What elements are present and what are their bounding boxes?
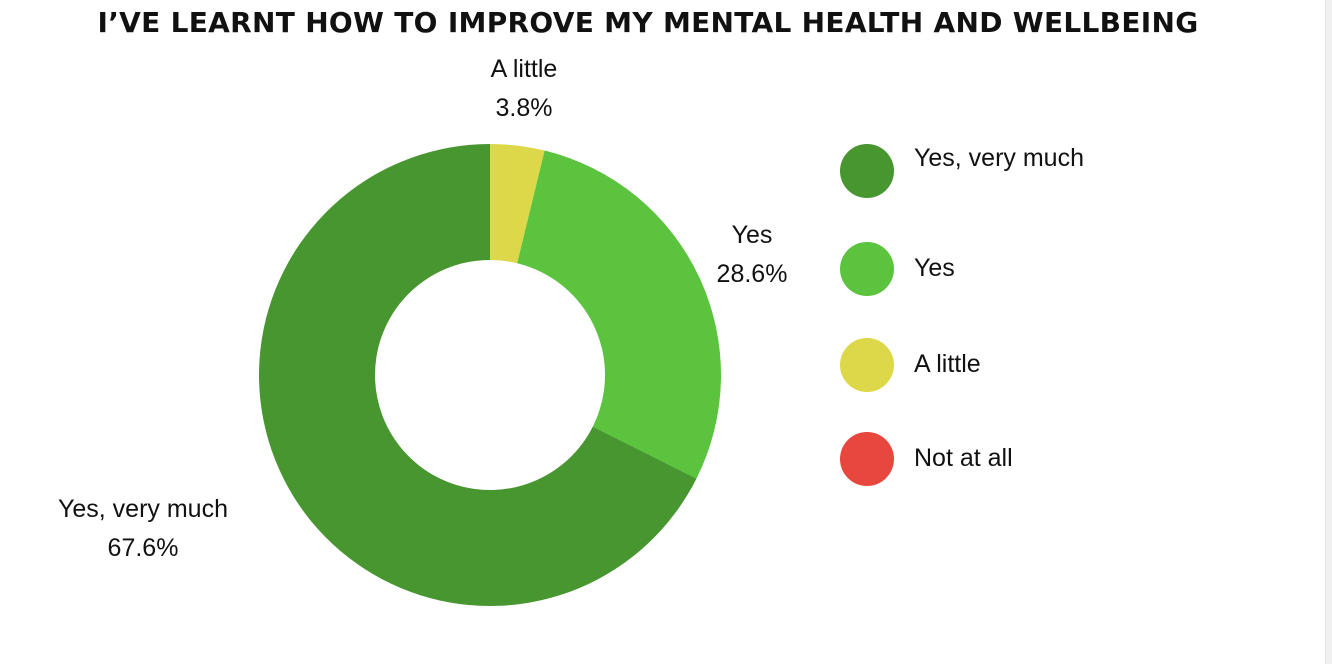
slice-labels: Yes, very much 67.6% Yes 28.6% A little 3.8%: [58, 55, 787, 562]
data-label-value-a-little: 3.8%: [496, 94, 553, 122]
legend-label-a-little: A little: [914, 350, 981, 378]
legend-label-yes: Yes: [914, 254, 955, 282]
data-label-name-yes: Yes: [732, 221, 773, 249]
legend-swatch-yes: [840, 242, 894, 296]
legend-swatch-not-at-all: [840, 432, 894, 486]
slice-yes: [517, 150, 721, 479]
legend-label-yes-very-much: Yes, very much: [914, 144, 1084, 172]
legend-swatch-yes-very-much: [840, 144, 894, 198]
slice-yes-very-much: [259, 144, 697, 607]
data-label-value-yes-very-much: 67.6%: [108, 534, 179, 562]
legend-label-not-at-all: Not at all: [914, 444, 1013, 472]
window-edge: [1325, 0, 1332, 664]
slice-a-little: [490, 144, 545, 264]
legend-swatch-a-little: [840, 338, 894, 392]
data-label-name-yes-very-much: Yes, very much: [58, 495, 228, 523]
data-label-value-yes: 28.6%: [717, 260, 788, 288]
donut-slices: [259, 144, 721, 607]
data-label-name-a-little: A little: [491, 55, 558, 83]
chart-title: I’VE LEARNT HOW TO IMPROVE MY MENTAL HEA…: [97, 6, 1199, 39]
